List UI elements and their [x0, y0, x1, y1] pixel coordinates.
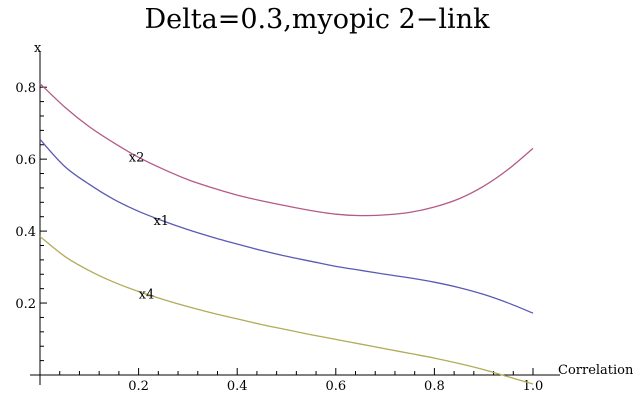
x-tick-label: 0.2 — [128, 379, 149, 394]
x-tick-label: 0.4 — [227, 379, 248, 394]
chart-title: Delta=0.3,myopic 2−link — [144, 4, 490, 35]
y-axis-label: x — [34, 41, 42, 56]
series-line-x4 — [39, 235, 534, 385]
series-label-x1: x1 — [153, 214, 169, 229]
y-tick-label: 0.2 — [15, 297, 36, 312]
x-axis-label: Correlation — [558, 363, 634, 378]
series-label-x2: x2 — [129, 150, 145, 165]
series-label-x4: x4 — [139, 288, 155, 303]
series-line-x1 — [39, 138, 534, 314]
x-tick-label: 0.6 — [325, 379, 346, 394]
series-line-x2 — [39, 83, 534, 217]
y-tick-label: 0.8 — [15, 81, 36, 96]
x-tick-label: 0.8 — [424, 379, 445, 394]
y-tick-label: 0.4 — [15, 225, 36, 240]
series-layer: x2 x1 x4 — [39, 83, 534, 385]
y-tick-label: 0.6 — [15, 153, 36, 168]
axes: 0.2 0.4 0.6 0.8 1.00.20.40.60.8 — [15, 52, 560, 394]
